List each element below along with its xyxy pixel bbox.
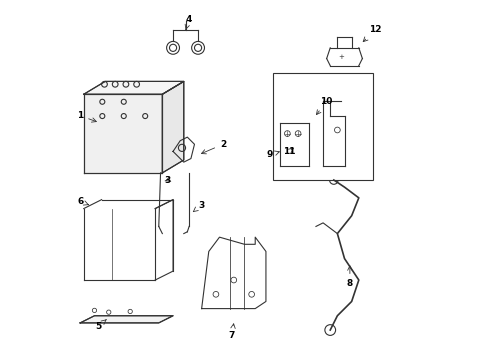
Text: 1: 1 [77, 111, 96, 122]
Text: 2: 2 [201, 140, 226, 154]
Text: 7: 7 [228, 324, 235, 340]
Text: 3: 3 [193, 201, 204, 212]
Text: 5: 5 [95, 320, 106, 331]
Text: 11: 11 [283, 147, 295, 156]
Text: 12: 12 [363, 26, 380, 42]
Bar [272, 73, 372, 180]
Polygon shape [83, 94, 162, 173]
Text: 6: 6 [77, 197, 88, 206]
Text: 9: 9 [266, 150, 279, 159]
Polygon shape [162, 81, 183, 173]
Text: 4: 4 [185, 15, 192, 30]
Text: +: + [337, 54, 343, 60]
Text: 3: 3 [164, 176, 170, 185]
Polygon shape [83, 81, 183, 94]
Text: 10: 10 [316, 97, 332, 114]
Text: 8: 8 [346, 266, 352, 288]
Polygon shape [80, 316, 173, 323]
